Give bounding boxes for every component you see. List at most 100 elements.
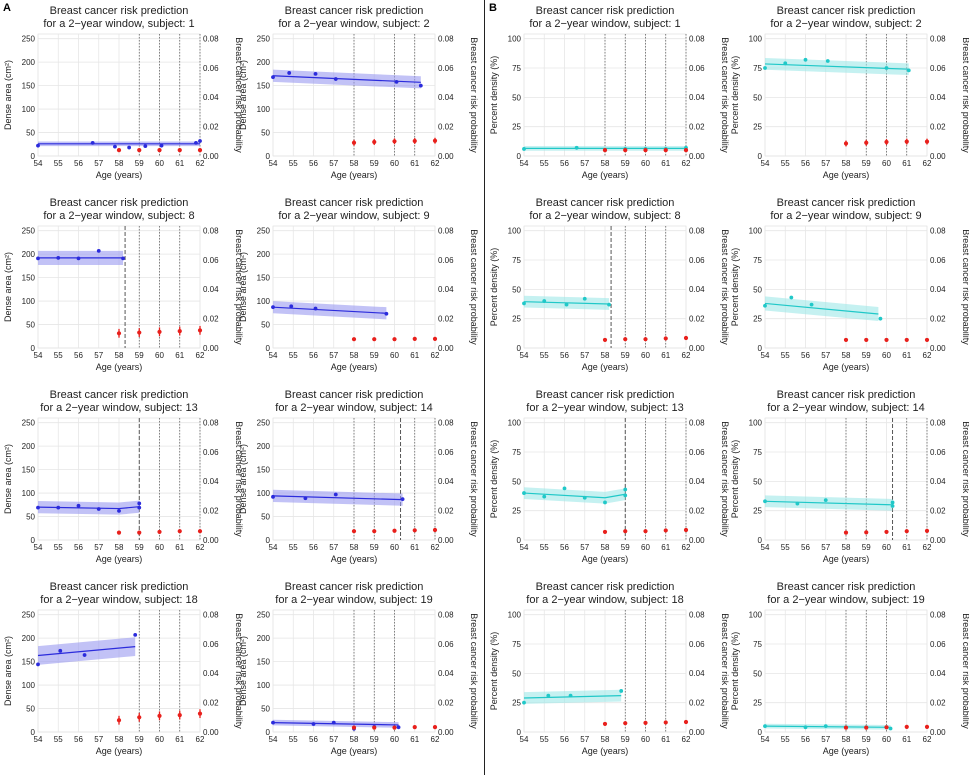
right-tick-label: 0.06: [438, 256, 454, 265]
chart-title-line2: for a 2−year window, subject: 1: [43, 18, 194, 30]
chart-title-line2: for a 2−year window, subject: 18: [40, 594, 197, 606]
x-tick-label: 59: [621, 159, 630, 168]
y-tick-label: 50: [512, 285, 521, 294]
data-point: [400, 497, 405, 502]
right-axis-label: Breast cancer risk probability: [234, 421, 244, 537]
x-tick-label: 59: [370, 159, 379, 168]
x-tick-label: 58: [115, 735, 124, 744]
risk-point: [663, 528, 668, 533]
x-tick-label: 57: [580, 735, 589, 744]
right-axis-label: Breast cancer risk probability: [720, 613, 730, 729]
risk-point: [663, 720, 668, 725]
y-tick-label: 75: [753, 64, 762, 73]
risk-point: [116, 148, 122, 153]
y-tick-label: 250: [22, 419, 36, 428]
right-axis-label: Breast cancer risk probability: [469, 229, 479, 345]
x-tick-label: 55: [781, 159, 790, 168]
x-tick-label: 60: [390, 735, 399, 744]
right-tick-label: 0.04: [689, 285, 705, 294]
x-tick-label: 58: [601, 159, 610, 168]
right-tick-label: 0.00: [203, 152, 219, 161]
right-tick-label: 0.04: [930, 477, 946, 486]
right-tick-label: 0.06: [203, 64, 219, 73]
risk-point: [137, 715, 142, 720]
x-tick-label: 60: [882, 159, 891, 168]
x-tick-label: 58: [350, 159, 359, 168]
x-tick-label: 59: [135, 159, 144, 168]
chart-panel-a-subject-19: 0 50 100 150 200 250 54 55 56 57 58 59 60 61 620.00 0.0…: [238, 581, 479, 756]
y-tick-label: 150: [22, 466, 36, 475]
chart-title-line1: Breast cancer risk prediction: [285, 581, 424, 593]
risk-point: [177, 712, 182, 718]
right-tick-label: 0.08: [689, 418, 705, 427]
right-axis-label: Breast cancer risk probability: [720, 229, 730, 345]
right-tick-label: 0.08: [689, 226, 705, 235]
chart-title-line1: Breast cancer risk prediction: [777, 389, 916, 401]
x-tick-label: 57: [329, 735, 338, 744]
y-tick-label: 50: [26, 321, 35, 330]
right-tick-label: 0.02: [203, 699, 219, 708]
y-tick-label: 200: [22, 250, 36, 259]
chart-title-line1: Breast cancer risk prediction: [50, 581, 189, 593]
x-tick-label: 54: [520, 351, 529, 360]
chart-panel-b-subject-14: 0 25 50 75 100 54 55 56 57 58 59 60 61 620.00 0.02 0.04…: [730, 389, 969, 564]
data-point: [143, 144, 148, 149]
x-tick-label: 58: [115, 159, 124, 168]
risk-point: [157, 148, 162, 153]
risk-point: [602, 721, 608, 727]
right-tick-label: 0.08: [930, 418, 946, 427]
data-point: [763, 724, 767, 729]
x-tick-label: 62: [923, 735, 932, 744]
risk-point: [137, 148, 142, 153]
risk-point: [843, 337, 849, 343]
risk-point: [432, 336, 438, 341]
risk-point: [372, 139, 377, 145]
x-tick-label: 60: [641, 351, 650, 360]
chart-panel-a-subject-18: 0 50 100 150 200 250 54 55 56 57 58 59 60 61 620.00 0.0…: [3, 581, 244, 756]
y-tick-label: 200: [22, 442, 36, 451]
right-axis-label: Breast cancer risk probability: [961, 229, 969, 345]
y-axis-label: Dense area (cm²): [3, 444, 13, 514]
y-tick-label: 0: [31, 344, 36, 353]
data-point: [289, 304, 294, 309]
data-point: [623, 493, 628, 498]
right-tick-label: 0.04: [438, 669, 454, 678]
data-point: [890, 500, 895, 505]
x-tick-label: 54: [520, 543, 529, 552]
x-tick-label: 62: [196, 351, 205, 360]
risk-point: [372, 529, 377, 534]
right-tick-label: 0.00: [203, 536, 219, 545]
y-tick-label: 50: [261, 705, 270, 714]
risk-point: [623, 148, 628, 153]
right-tick-label: 0.08: [438, 226, 454, 235]
y-tick-label: 75: [512, 448, 521, 457]
right-tick-label: 0.08: [203, 226, 219, 235]
x-tick-label: 62: [431, 735, 440, 744]
x-tick-label: 57: [580, 543, 589, 552]
risk-point: [924, 528, 930, 533]
y-tick-label: 150: [257, 466, 271, 475]
y-tick-label: 200: [257, 634, 271, 643]
data-point: [568, 693, 573, 698]
y-tick-label: 0: [758, 728, 763, 737]
y-tick-label: 100: [508, 419, 522, 428]
x-tick-label: 61: [661, 351, 670, 360]
x-axis-label: Age (years): [823, 746, 870, 756]
right-tick-label: 0.04: [203, 285, 219, 294]
x-tick-label: 60: [641, 543, 650, 552]
x-tick-label: 57: [329, 159, 338, 168]
x-axis-label: Age (years): [331, 746, 378, 756]
y-tick-label: 0: [758, 344, 763, 353]
x-tick-label: 54: [761, 351, 770, 360]
x-tick-label: 61: [902, 543, 911, 552]
data-point: [542, 494, 547, 499]
x-tick-label: 58: [115, 351, 124, 360]
data-point: [522, 700, 526, 705]
data-point: [271, 494, 275, 499]
x-tick-label: 61: [410, 351, 419, 360]
right-tick-label: 0.04: [438, 93, 454, 102]
y-tick-label: 100: [508, 35, 522, 44]
x-axis-label: Age (years): [582, 554, 629, 564]
data-point: [121, 256, 125, 261]
data-point: [763, 66, 767, 70]
